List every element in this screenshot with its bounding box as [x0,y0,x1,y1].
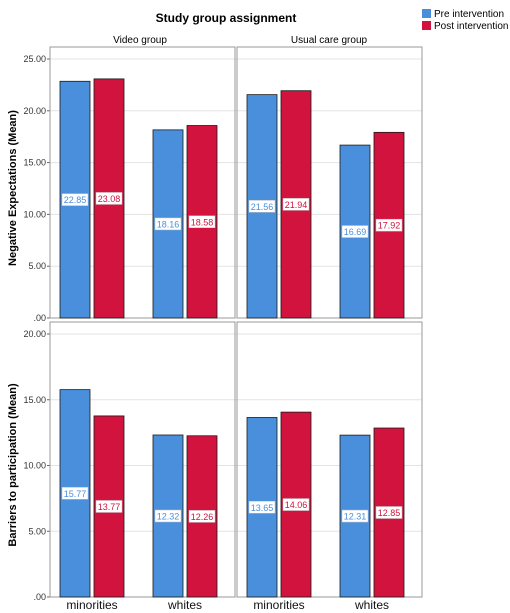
data-label-box [248,200,276,213]
y-axis-label-top: Negative Expectations (Mean) [7,110,19,266]
panel-frame [49,46,236,319]
y-tick-label: 15.00 [23,158,46,168]
data-label-box [282,198,310,211]
data-label: 13.77 [98,502,121,512]
panel-title-usual-care: Usual care group [291,35,368,46]
y-tick-label: 20.00 [23,106,46,116]
y-tick-label: 10.00 [23,209,46,219]
data-label: 13.65 [251,503,274,513]
plot-area: .00 5.00 10.00 15.00 20.00 25.00 22.85 23.08 18.… [23,46,423,612]
data-label-box [188,510,216,523]
y-tick-label: 5.00 [28,526,46,536]
data-label: 22.85 [64,195,87,205]
data-label-box [61,193,89,206]
data-label-box [95,500,123,513]
data-label: 14.06 [285,500,308,510]
y-tick-label: 10.00 [23,461,46,471]
data-label: 18.58 [191,217,214,227]
x-category-label: whites [167,598,202,612]
legend-label-post: Post intervention [434,21,509,32]
data-label: 12.32 [157,511,180,521]
x-category-label: whites [354,598,389,612]
x-category-label: minorities [253,598,304,612]
data-label: 12.26 [191,512,214,522]
data-label: 15.77 [64,489,87,499]
data-label: 12.85 [378,508,401,518]
data-label-box [248,501,276,514]
y-tick-label: .00 [33,313,46,323]
data-label-box [95,192,123,205]
legend-swatch-post [422,21,431,30]
data-label-box [375,218,403,232]
legend-swatch-pre [422,9,431,18]
data-label-box [154,217,182,231]
y-tick-label: 20.00 [23,329,46,339]
y-tick-label: .00 [33,592,46,602]
x-category-label: minorities [66,598,117,612]
legend-label-pre: Pre intervention [434,9,504,20]
data-label-box [61,487,89,500]
data-label: 21.94 [285,200,308,210]
y-tick-label: 15.00 [23,395,46,405]
data-label: 12.31 [344,512,367,522]
y-tick-label: 25.00 [23,54,46,64]
data-label-box [154,509,182,523]
data-label: 17.92 [378,221,401,231]
legend: Pre intervention Post intervention [422,9,509,32]
panel-frame [49,321,236,598]
y-tick-label: 5.00 [28,261,46,271]
data-label: 18.16 [157,219,180,229]
data-label-box [282,498,310,511]
data-label: 21.56 [251,202,274,212]
data-label: 16.69 [344,227,367,237]
chart-title: Study group assignment [156,11,297,25]
y-axis-label-bottom: Barriers to participation (Mean) [7,383,19,547]
data-label-box [188,215,216,229]
data-label-box [341,509,369,523]
data-label-box [341,225,369,238]
panel-title-video: Video group [113,35,167,46]
panel-frame [236,321,423,598]
panel-frame [236,46,423,319]
data-label: 23.08 [98,194,121,204]
data-label-box [375,506,403,519]
